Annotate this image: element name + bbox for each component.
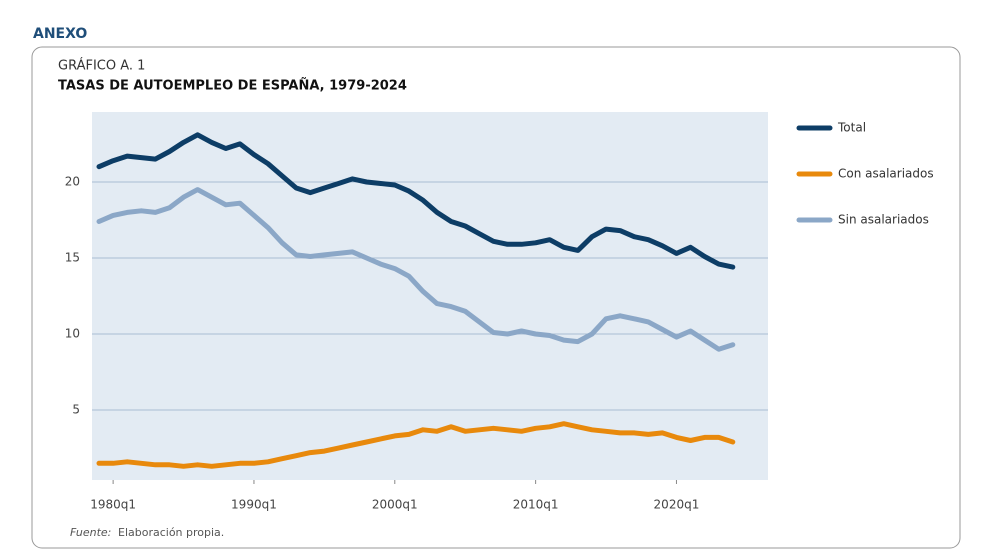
frame — [31, 46, 961, 549]
y-tick-label: 5 — [72, 403, 80, 417]
x-tick-label: 2020q1 — [654, 498, 700, 512]
header: ANEXO — [33, 26, 87, 42]
legend-label: Sin asalariados — [838, 213, 929, 227]
chart-title: TASAS DE AUTOEMPLEO DE ESPAÑA, 1979-2024 — [58, 78, 407, 94]
chart-label: GRÁFICO A. 1 — [58, 58, 145, 74]
x-tick-label: 2000q1 — [372, 498, 418, 512]
series-line — [96, 187, 736, 352]
x-tick-label: 1990q1 — [231, 498, 277, 512]
series-line — [96, 421, 736, 469]
legend-label: Total — [837, 121, 866, 135]
source-text: Elaboración propia. — [118, 526, 224, 539]
y-tick-label: 20 — [65, 174, 80, 188]
x-tick-label: 1980q1 — [90, 498, 136, 512]
y-tick-label: 15 — [65, 250, 80, 264]
x-tick-label: 2010q1 — [513, 498, 559, 512]
y-tick-label: 10 — [65, 327, 80, 341]
series-line — [96, 132, 736, 270]
legend-label: Con asalariados — [838, 167, 934, 181]
source-label: Fuente: — [70, 526, 111, 539]
